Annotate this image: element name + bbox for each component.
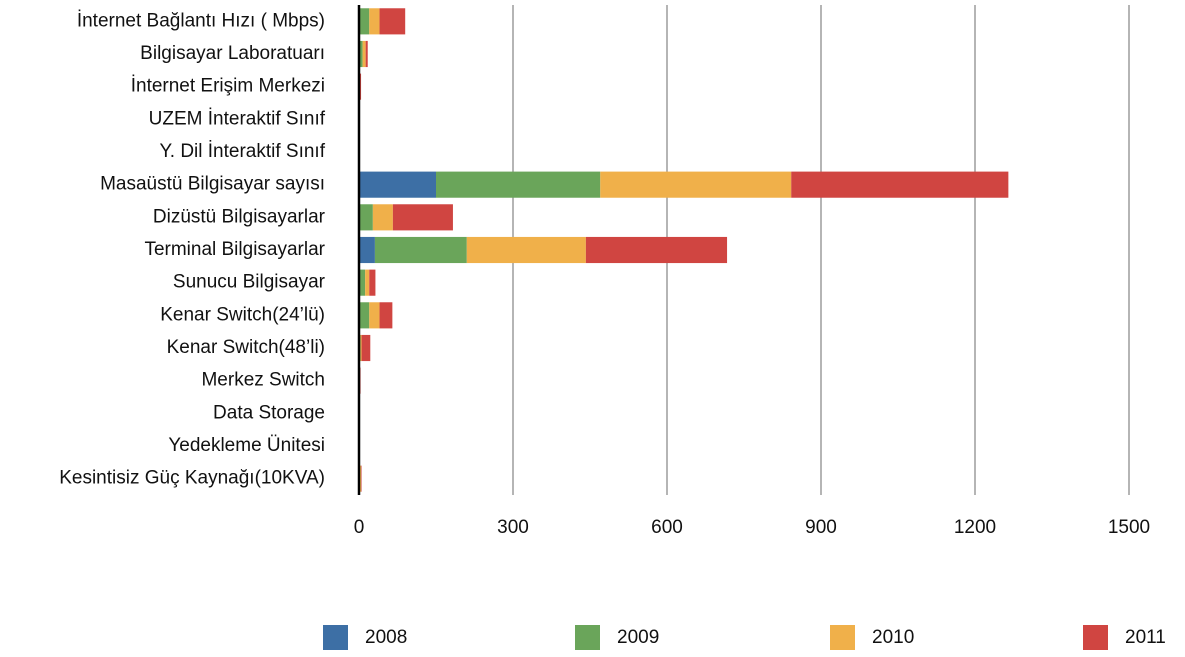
legend-label: 2008 (365, 627, 407, 648)
bar-segment (379, 302, 393, 329)
bar-segment (600, 171, 792, 198)
y-tick-label: Y. Dil İnteraktif Sınıf (160, 141, 326, 162)
bar-segment (360, 334, 362, 362)
bar-segment (362, 40, 366, 68)
bar-segment (359, 302, 370, 329)
legend-swatch (575, 625, 600, 650)
x-tick-label: 900 (805, 517, 837, 538)
bar-segment (372, 204, 393, 231)
bar-segment (466, 236, 586, 264)
y-tick-label: Kenar Switch(48’li) (167, 337, 325, 358)
y-tick-label: Dizüstü Bilgisayarlar (153, 206, 326, 227)
bar-segment (365, 269, 370, 296)
y-tick-label: Terminal Bilgisayarlar (144, 239, 325, 260)
bar-segment (365, 40, 368, 68)
x-tick-label: 300 (497, 517, 529, 538)
y-tick-label: İnternet Bağlantı Hızı ( Mbps) (77, 10, 325, 31)
x-tick-label: 1200 (954, 517, 996, 538)
y-tick-label: Bilgisayar Laboratuarı (140, 43, 325, 64)
y-tick-label: Sunucu Bilgisayar (173, 272, 326, 293)
y-tick-label: Masaüstü Bilgisayar sayısı (100, 174, 325, 195)
legend-label: 2009 (617, 627, 659, 648)
bar-segment (436, 171, 601, 198)
bar-segment (379, 8, 406, 35)
bar-segment (359, 236, 375, 264)
y-tick-label: Merkez Switch (201, 370, 325, 391)
bar-segment (369, 302, 380, 329)
bar-segment (359, 8, 370, 35)
legend-swatch (323, 625, 348, 650)
legend-swatch (830, 625, 855, 650)
y-tick-label: Data Storage (213, 402, 325, 423)
bar-segment (585, 236, 728, 264)
bar-segment (359, 204, 373, 231)
x-tick-label: 0 (354, 517, 365, 538)
y-tick-label: Kesintisiz Güç Kaynağı(10KVA) (59, 468, 325, 489)
bar-segment (392, 204, 453, 231)
legend-label: 2011 (1125, 627, 1166, 648)
x-tick-label: 1500 (1108, 517, 1150, 538)
bar-segment (361, 334, 371, 362)
bar-segment (359, 171, 436, 198)
y-tick-label: Kenar Switch(24’lü) (160, 304, 325, 325)
x-tick-label: 600 (651, 517, 683, 538)
legend-swatch (1083, 625, 1108, 650)
bar-segment (361, 465, 362, 492)
y-tick-label: UZEM İnteraktif Sınıf (149, 108, 326, 129)
bar-segment (369, 269, 376, 296)
y-tick-label: İnternet Erişim Merkezi (131, 76, 325, 97)
bar-segment (359, 40, 363, 68)
bar-segment (369, 8, 380, 35)
bar-segment (374, 236, 467, 264)
bar-segment (359, 269, 366, 296)
bar-segment (791, 171, 1009, 198)
y-tick-label: Yedekleme Ünitesi (168, 435, 325, 456)
legend-label: 2010 (872, 627, 914, 648)
